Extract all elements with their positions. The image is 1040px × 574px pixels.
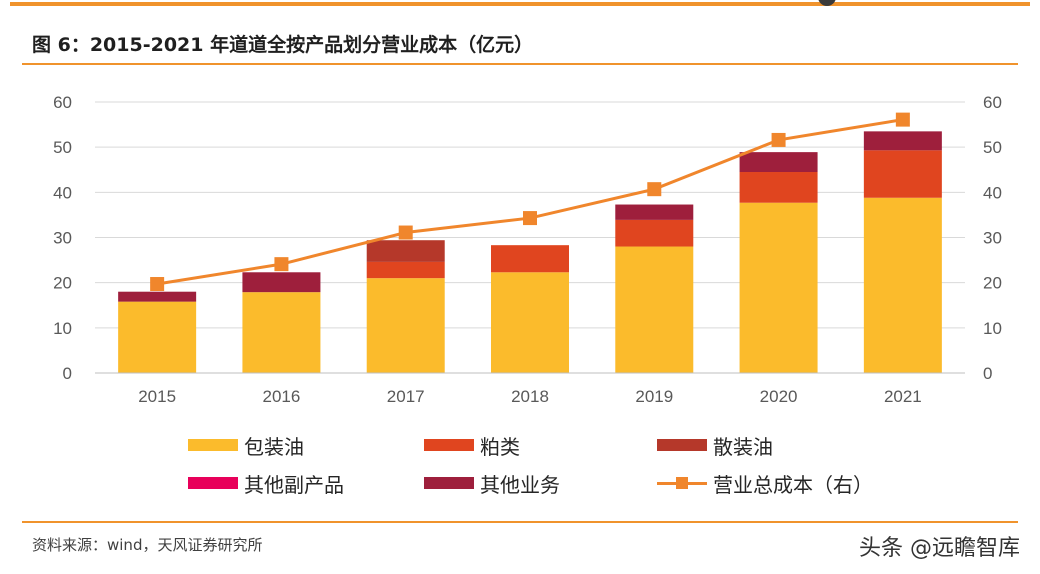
y2-tick-label: 40	[983, 183, 1002, 202]
top-accent-dot	[818, 0, 836, 6]
line-marker	[398, 225, 413, 240]
chart-title: 图 6：2015-2021 年道道全按产品划分营业成本（亿元）	[32, 34, 534, 56]
y2-tick-label: 0	[983, 364, 992, 383]
y-tick-label: 30	[53, 229, 72, 248]
bar-segment	[366, 278, 445, 373]
bar-segment	[118, 291, 197, 302]
line-marker	[647, 182, 662, 197]
bars	[118, 131, 942, 373]
y-tick-label: 20	[53, 274, 72, 293]
line-marker	[895, 112, 910, 127]
y-tick-label: 60	[53, 93, 72, 112]
bar-segment	[491, 272, 569, 373]
bar-segment	[242, 292, 321, 373]
y2-tick-label: 30	[983, 229, 1002, 248]
bar-segment	[863, 150, 942, 198]
line-marker	[771, 132, 786, 147]
y2-tick-label: 60	[983, 93, 1002, 112]
bar-segment	[491, 245, 569, 273]
bar-segment	[242, 272, 321, 293]
bar-segment	[739, 152, 818, 173]
x-tick-label: 2015	[138, 387, 176, 406]
source-note: 资料来源：wind，天风证券研究所	[32, 536, 263, 554]
x-tick-label: 2020	[760, 387, 798, 406]
x-tick-label: 2018	[511, 387, 549, 406]
line-marker	[523, 211, 537, 226]
bar-segment	[118, 301, 197, 373]
x-tick-label: 2019	[635, 387, 673, 406]
y2-tick-label: 20	[983, 274, 1002, 293]
line-marker	[274, 257, 289, 272]
watermark: 头条 @远瞻智库	[859, 536, 1020, 561]
y-tick-label: 40	[53, 183, 72, 202]
y2-tick-label: 10	[983, 319, 1002, 338]
y2-tick-label: 50	[983, 138, 1002, 157]
y-tick-label: 50	[53, 138, 72, 157]
bar-segment	[739, 172, 818, 203]
y-tick-label: 10	[53, 319, 72, 338]
x-tick-label: 2016	[263, 387, 301, 406]
axes: 0 10 20 30 40 50 60 0 10 20 30 40 50 60 2015 2016 2017 20…	[53, 93, 1002, 406]
title-underline	[22, 63, 1018, 65]
bar-segment	[615, 204, 694, 220]
bar-segment	[615, 246, 694, 373]
bar-segment	[863, 131, 942, 151]
line-marker	[150, 277, 165, 292]
bar-segment	[366, 240, 445, 262]
top-accent-rule	[10, 2, 1030, 6]
bar-segment	[615, 219, 694, 247]
bar-segment	[366, 261, 445, 279]
bottom-rule	[22, 521, 1018, 523]
y-tick-label: 0	[63, 364, 72, 383]
x-tick-label: 2017	[387, 387, 425, 406]
total-cost-line	[150, 112, 910, 292]
bar-segment	[739, 202, 818, 373]
bar-segment	[863, 197, 942, 373]
x-tick-label: 2021	[884, 387, 922, 406]
